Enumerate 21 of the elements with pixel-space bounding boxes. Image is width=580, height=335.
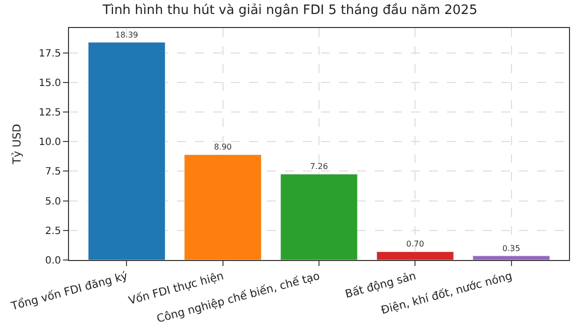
data-label: 7.26 <box>310 162 328 172</box>
bar <box>280 174 358 260</box>
bar <box>376 251 454 260</box>
y-tick-label: 2.5 <box>45 226 61 237</box>
y-tick-label: 12.5 <box>38 108 61 119</box>
bar <box>184 154 262 260</box>
data-label: 18.39 <box>115 30 138 40</box>
data-label: 8.90 <box>214 142 232 152</box>
bar <box>472 256 550 260</box>
data-label: 0.35 <box>502 244 520 253</box>
y-tick-label: 15.0 <box>38 78 61 89</box>
x-tick-label: Tổng vốn FDI đăng ký <box>8 269 130 314</box>
data-label: 0.70 <box>406 240 424 249</box>
y-tick-label: 7.5 <box>45 166 61 178</box>
y-tick-label: 10.0 <box>38 137 61 148</box>
y-tick-label: 17.5 <box>38 48 61 60</box>
chart-title: Tình hình thu hút và giải ngân FDI 5 tháng đầu năm 2025 <box>102 2 478 18</box>
y-tick-label: 0.0 <box>45 256 61 266</box>
bar <box>88 42 166 260</box>
y-tick-label: 5.0 <box>45 196 61 208</box>
y-axis-title: Tỷ USD <box>10 124 24 166</box>
